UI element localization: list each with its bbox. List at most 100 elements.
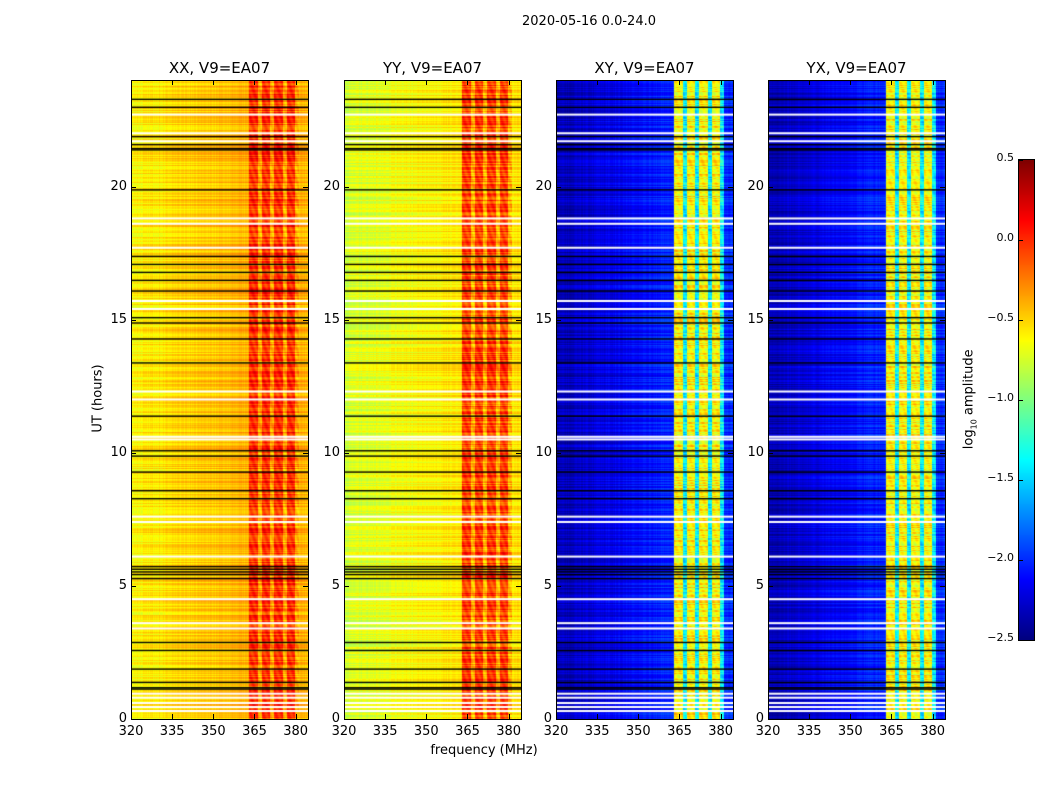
x-tick-label: 320 [543, 724, 569, 739]
x-tick-mark [720, 80, 722, 85]
heatmap-0 [131, 80, 308, 719]
x-tick-label: 320 [118, 724, 144, 739]
x-tick-mark [597, 80, 599, 85]
y-tick-label: 15 [535, 311, 552, 327]
x-tick-mark [467, 714, 469, 719]
x-tick-label: 365 [667, 724, 692, 739]
x-tick-mark [679, 714, 681, 719]
y-tick-label: 5 [118, 577, 127, 593]
x-tick-mark [172, 714, 174, 719]
y-tick-mark [516, 719, 521, 720]
y-tick-mark [516, 585, 521, 587]
x-tick-label: 380 [283, 724, 309, 739]
x-tick-label: 335 [159, 724, 185, 739]
x-tick-mark [172, 80, 174, 85]
colorbar-tick-label: 0.5 [996, 151, 1015, 164]
x-tick-label: 350 [837, 724, 863, 739]
y-tick-label: 20 [747, 178, 764, 194]
x-tick-label: 335 [796, 724, 822, 739]
y-tick-mark [728, 319, 733, 321]
y-tick-label: 0 [755, 711, 764, 726]
panel-title: XX, V9=EA07 [168, 59, 271, 77]
panel-title: YX, V9=EA07 [806, 59, 907, 77]
y-tick-label: 5 [755, 577, 764, 593]
y-tick-mark [344, 719, 349, 720]
x-tick-mark [213, 80, 215, 85]
x-tick-mark [556, 714, 557, 719]
x-tick-mark [131, 80, 132, 85]
y-tick-mark [131, 319, 136, 321]
x-tick-mark [385, 714, 387, 719]
y-tick-mark [344, 585, 349, 587]
colorbar-label-sub: 10 [969, 419, 979, 430]
x-tick-label: 350 [625, 724, 651, 739]
y-tick-mark [768, 452, 773, 454]
x-tick-label: 380 [920, 724, 946, 739]
heatmap-2 [556, 80, 733, 719]
x-tick-label: 320 [755, 724, 781, 739]
y-tick-mark [728, 186, 733, 188]
figure-title: 2020-05-16 0.0-24.0 [522, 14, 656, 29]
x-tick-mark [254, 80, 256, 85]
x-tick-mark [891, 80, 893, 85]
colorbar [1019, 160, 1034, 640]
colorbar-tick-mark [1019, 480, 1023, 481]
x-tick-mark [850, 80, 852, 85]
x-tick-mark [597, 714, 599, 719]
y-tick-label: 15 [110, 311, 127, 327]
y-tick-mark [556, 719, 561, 720]
y-tick-mark [516, 186, 521, 188]
colorbar-tick-mark [1019, 560, 1023, 561]
y-tick-mark [344, 186, 349, 188]
y-tick-mark [940, 452, 945, 454]
colorbar-label-rest: amplitude [961, 349, 977, 420]
x-tick-mark [679, 80, 681, 85]
heatmap-1 [344, 80, 521, 719]
y-tick-mark [940, 585, 945, 587]
y-tick-label: 15 [747, 311, 764, 327]
colorbar-tick-label: −2.5 [987, 631, 1014, 644]
y-tick-mark [940, 719, 945, 720]
x-tick-label: 350 [200, 724, 226, 739]
y-tick-mark [131, 585, 136, 587]
colorbar-tick-label: −2.0 [987, 551, 1014, 564]
y-tick-label: 20 [110, 178, 127, 194]
x-tick-label: 365 [879, 724, 904, 739]
x-tick-mark [385, 80, 387, 85]
x-tick-mark [344, 80, 345, 85]
x-tick-label: 365 [242, 724, 267, 739]
x-tick-mark [891, 714, 893, 719]
y-tick-mark [303, 319, 308, 321]
x-tick-label: 380 [496, 724, 522, 739]
y-tick-mark [940, 319, 945, 321]
y-tick-label: 15 [323, 311, 340, 327]
x-tick-mark [213, 714, 215, 719]
x-tick-label: 320 [331, 724, 357, 739]
y-axis-label: UT (hours) [90, 364, 106, 433]
y-tick-mark [303, 452, 308, 454]
x-tick-label: 335 [584, 724, 610, 739]
x-tick-mark [809, 80, 811, 85]
y-tick-mark [303, 585, 308, 587]
y-tick-mark [131, 719, 136, 720]
y-tick-mark [940, 186, 945, 188]
y-tick-mark [516, 319, 521, 321]
y-tick-label: 5 [543, 577, 552, 593]
y-tick-label: 10 [535, 444, 552, 460]
x-tick-mark [295, 80, 297, 85]
y-tick-mark [768, 319, 773, 321]
y-tick-label: 0 [118, 711, 127, 726]
x-tick-mark [932, 80, 934, 85]
x-tick-mark [809, 714, 811, 719]
x-tick-mark [638, 80, 640, 85]
y-tick-mark [768, 719, 773, 720]
x-tick-mark [508, 714, 510, 719]
y-tick-mark [728, 719, 733, 720]
y-tick-mark [768, 186, 773, 188]
axes-frame [556, 80, 734, 720]
y-tick-mark [344, 319, 349, 321]
x-tick-mark [638, 714, 640, 719]
y-tick-mark [131, 186, 136, 188]
x-tick-mark [556, 80, 557, 85]
